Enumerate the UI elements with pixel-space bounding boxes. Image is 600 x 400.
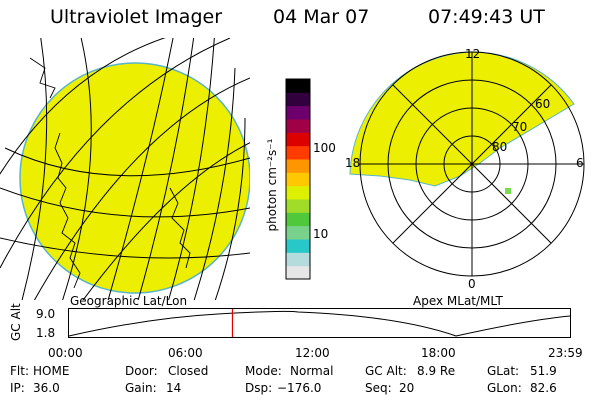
colorbar-stripe xyxy=(286,132,310,147)
mlt-label-6: 6 xyxy=(576,156,584,170)
apex-label: Apex MLat/MLT xyxy=(413,294,503,308)
door-value: Closed xyxy=(168,364,209,378)
aurora-spot xyxy=(505,188,511,194)
altitude-curve xyxy=(68,310,571,337)
colorbar-tick-100: 100 xyxy=(313,141,336,155)
colorbar-stripe xyxy=(286,105,310,120)
colorbar-stripe xyxy=(286,239,310,253)
polar-grid xyxy=(359,51,585,277)
mode-value: Normal xyxy=(290,364,334,378)
colorbar-stripe xyxy=(286,159,310,173)
altitude-xtick-2: 12:00 xyxy=(295,346,330,360)
colorbar xyxy=(285,78,311,280)
altitude-xtick-4: 23:59 xyxy=(548,346,583,360)
colorbar-unit-label: photon cm⁻²s⁻¹ xyxy=(265,138,279,232)
colorbar-stripe xyxy=(286,185,310,200)
dsp-label: Dsp: xyxy=(245,381,273,395)
glon-value: 82.6 xyxy=(530,381,557,395)
lat-label-70: 70 xyxy=(512,120,528,134)
geographic-label: Geographic Lat/Lon xyxy=(70,294,188,308)
geographic-image xyxy=(0,38,250,300)
colorbar-stripe xyxy=(286,172,310,187)
mlt-label-0: 0 xyxy=(468,277,476,291)
colorbar-stripe xyxy=(286,92,310,107)
gain-value: 14 xyxy=(166,381,182,395)
gain-label: Gain: xyxy=(125,381,157,395)
coastline xyxy=(29,57,191,289)
seq-value: 20 xyxy=(399,381,415,395)
gcalt-value: 8.9 Re xyxy=(417,364,456,378)
mlt-label-18: 18 xyxy=(345,156,361,170)
lat-label-80: 80 xyxy=(492,140,508,154)
colorbar-stripe xyxy=(286,79,310,93)
colorbar-tick-10: 10 xyxy=(313,227,329,241)
altitude-plot xyxy=(68,308,571,338)
altitude-ytick-top: 9.0 xyxy=(36,307,56,321)
aurora-fill xyxy=(349,51,575,187)
glat-label: GLat: xyxy=(487,364,520,378)
colorbar-stripe xyxy=(286,199,310,213)
lat-label-60: 60 xyxy=(535,97,551,111)
altitude-frame xyxy=(68,308,571,338)
time-text: 07:49:43 UT xyxy=(428,6,545,28)
dsp-value: −176.0 xyxy=(277,381,322,395)
ip-value: 36.0 xyxy=(33,381,60,395)
mlt-label-12: 12 xyxy=(465,47,481,61)
glon-label: GLon: xyxy=(487,381,522,395)
altitude-ylabel: GC Alt xyxy=(9,303,23,341)
door-label: Door: xyxy=(125,364,158,378)
geographic-grid xyxy=(0,38,250,300)
instrument-title: Ultraviolet Imager xyxy=(50,6,223,28)
mode-label: Mode: xyxy=(245,364,282,378)
flt-value: HOME xyxy=(33,364,70,378)
flt-label: Flt: xyxy=(10,364,29,378)
earth-disk xyxy=(19,62,250,294)
seq-label: Seq: xyxy=(365,381,392,395)
altitude-xtick-0: 00:00 xyxy=(48,346,83,360)
glat-value: 51.9 xyxy=(530,364,557,378)
altitude-xtick-3: 18:00 xyxy=(421,346,456,360)
colorbar-stripe xyxy=(286,265,310,280)
colorbar-stripe xyxy=(286,145,310,160)
ip-label: IP: xyxy=(10,381,25,395)
colorbar-stripe xyxy=(286,212,310,227)
colorbar-stripes xyxy=(286,79,310,280)
gcalt-label: GC Alt: xyxy=(365,364,407,378)
altitude-ytick-bottom: 1.8 xyxy=(36,326,56,340)
colorbar-stripe xyxy=(286,252,310,267)
date-text: 04 Mar 07 xyxy=(273,6,370,28)
altitude-xtick-1: 06:00 xyxy=(168,346,203,360)
colorbar-stripe xyxy=(286,225,310,240)
colorbar-frame xyxy=(285,78,311,280)
polar-plot xyxy=(349,51,585,277)
colorbar-stripe xyxy=(286,119,310,133)
